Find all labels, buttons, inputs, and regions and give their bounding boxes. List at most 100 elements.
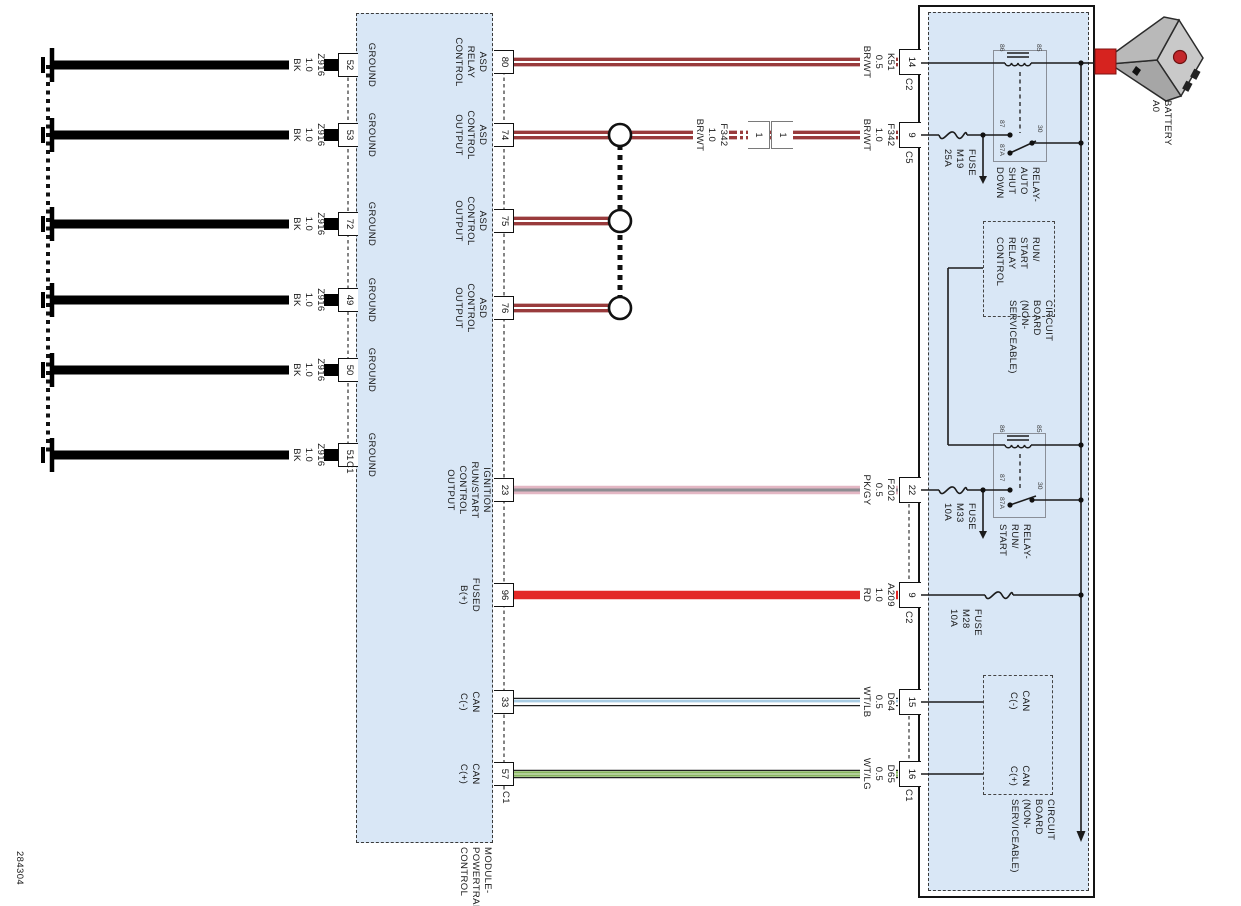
fuse-m19-label: FUSE M19 25A [942,149,977,176]
junction-dots [980,60,1084,598]
wire-label-d64: D64 0.5 WT/LB [860,684,896,720]
connector-label-c5: C5 [903,151,914,164]
wire-label-f342-lower: F342 1.0 BR/WT [693,116,729,154]
asd-terminal-86: 86 [998,44,1005,52]
splice-circle [607,122,633,148]
can-pos-label: CAN C(+) [1008,765,1031,787]
splice-circle [607,208,633,234]
can-neg-label: CAN C(-) [1008,690,1031,712]
pcm-fn-ground: GROUND [366,347,377,393]
branch-arrow [979,531,987,539]
pcm-pin-33: 33 [494,690,514,714]
asd-relay-coil [1004,62,1032,67]
rs-terminal-30: 30 [1036,482,1043,490]
pcm-pin-75: 75 [494,209,514,233]
connector-lines [347,58,910,792]
pcm-fn-asd-relay-control: ASD RELAY CONTROL [453,37,488,87]
tipm-pin-14: 14 [899,49,921,75]
connector-label-c1: C1 [903,789,914,802]
pcm-pin-72: 72 [338,212,358,236]
wire-label-z916: Z916 1.0 BK [291,358,326,382]
pcm-title: MODULE- POWERTRAIN CONTROL [458,847,493,906]
asd-terminal-87a: 87A [998,144,1005,157]
tipm-pin-9-c2: 9 [899,582,921,608]
wire-label-f342-upper: F342 1.0 BR/WT [860,116,896,154]
relay-run-start-label: RELAY- RUN/ START [997,524,1032,560]
pcm-pin-23: 23 [494,478,514,502]
fuse-m28-label: FUSE M28 10A [948,609,983,636]
wire-label-z916: Z916 1.0 BK [291,288,326,312]
fuse-m33-symbol [938,486,968,495]
pcm-pin-74: 74 [494,123,514,147]
pcm-fn-can-neg: CAN C(-) [458,691,481,713]
pcm-pin-49: 49 [338,288,358,312]
pcm-fn-asd-output: ASD CONTROL OUTPUT [453,283,488,333]
wire-label-d65: D65 0.5 WT/LG [860,755,896,793]
connector-label-c2b: C2 [903,611,914,624]
inline-connector-upper: 1 [771,121,793,149]
tipm-pin-15: 15 [899,689,921,715]
tipm-pin-16: 16 [899,761,921,787]
wire-k51-brwt [514,57,898,67]
pcm-connector-bottom-label: C1 [344,461,355,474]
asd-terminal-85: 85 [1035,44,1042,52]
asd-terminal-30: 30 [1036,125,1043,133]
pcm-fn-fused-b: FUSED B(+) [458,577,481,613]
splice-chain [607,122,633,321]
fuse-m33-label: FUSE M33 10A [942,503,977,530]
wire-label-z916: Z916 1.0 BK [291,123,326,147]
pcm-pin-50: 50 [338,358,358,382]
wire-d65-wtlg [514,769,898,779]
battery-terminal [1190,68,1201,80]
pcm-pin-80: 80 [494,50,514,74]
figure-number: 284304 [14,851,25,886]
circuit-board-label-top: CIRCUIT BOARD (NON- SERVICEABLE) [1007,300,1054,374]
relay-auto-shutdown-label: RELAY- AUTO SHUT DOWN [994,167,1041,203]
wire-label-k51: K51 0.5 BR/WT [860,43,896,81]
inline-connector-lower: 1 [748,121,770,149]
pcm-fn-ground: GROUND [366,112,377,158]
battery-cell-cap [1172,49,1188,65]
asd-terminal-87: 87 [998,120,1005,128]
wire-d64-wtlb [514,697,898,707]
pcm-connector-top-label: C1 [500,791,511,804]
run-start-relay-control-label: RUN/ START RELAY CONTROL [994,237,1041,287]
pcm-pin-96: 96 [494,583,514,607]
branch-arrow [979,176,987,184]
pcm-pin-53: 53 [338,123,358,147]
wire-asd-output-76 [514,303,626,313]
pcm-fn-ground: GROUND [366,432,377,478]
pcm-fn-ground: GROUND [366,42,377,88]
wire-label-z916: Z916 1.0 BK [291,443,326,467]
rs-terminal-87a: 87A [998,497,1005,510]
circuit-board-label-bottom: CIRCUIT BOARD (NON- SERVICEABLE) [1009,799,1056,873]
run-start-relay-coil [1004,444,1032,449]
battery-label: BATTERY A0 [1150,100,1173,146]
connector-label-c2: C2 [903,78,914,91]
battery-terminal [1182,80,1193,92]
wire-label-z916: Z916 1.0 BK [291,53,326,77]
pcm-fn-asd-output: ASD CONTROL OUTPUT [453,196,488,246]
ground-wires [41,48,338,472]
bus-arrow [1076,831,1086,842]
fuse-m19-symbol [938,131,968,140]
pcm-pin-52: 52 [338,53,358,77]
pcm-fn-ignition-run-start: IGNITION RUN/START CONTROL OUTPUT [445,461,492,519]
pcm-pin-76: 76 [494,296,514,320]
splice-circle [607,295,633,321]
tipm-pin-9-c5: 9 [899,122,921,148]
wire-label-a209: A209 1.0 RD [860,581,896,609]
wire-asd-output-75 [514,216,626,226]
rs-terminal-87: 87 [998,474,1005,482]
pcm-fn-asd-output: ASD CONTROL OUTPUT [453,110,488,160]
pcm-fn-ground: GROUND [366,277,377,323]
pcm-pin-57: 57 [494,762,514,786]
wire-f202-pkgy [514,485,898,495]
wire-label-z916: Z916 1.0 BK [291,212,326,236]
rs-terminal-86: 86 [998,425,1005,433]
battery-icon [1094,16,1204,102]
battery-positive-connector [1094,48,1117,75]
